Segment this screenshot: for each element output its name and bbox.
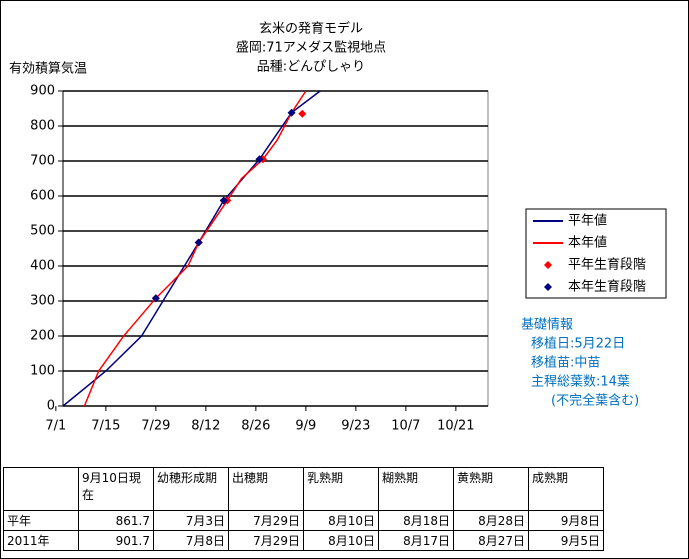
chart-title: 盛岡:71アメダス監視地点 bbox=[236, 40, 386, 56]
table-row: 9月10日現在 幼穂形成期 出穂期 乳熟期 糊熟期 黄熟期 成熟期 bbox=[3, 467, 604, 511]
table-cell: 8月18日 bbox=[378, 510, 454, 531]
table-cell: 8月28日 bbox=[453, 510, 529, 531]
y-tick-label: 400 bbox=[30, 259, 55, 274]
table-cell: 成熟期 bbox=[528, 467, 604, 511]
marker bbox=[255, 155, 264, 164]
legend-label: 本年生育段階 bbox=[568, 279, 646, 295]
table-cell: 7月29日 bbox=[228, 510, 304, 531]
x-tick-label: 9/9 bbox=[295, 419, 316, 434]
y-tick-label: 200 bbox=[30, 329, 55, 344]
table-row: 平年 861.7 7月3日 7月29日 8月10日 8月18日 8月28日 9月8日 bbox=[3, 510, 604, 531]
marker bbox=[287, 108, 296, 117]
annotation: 移植苗:中苗 bbox=[531, 356, 600, 371]
table-cell: 901.7 bbox=[78, 530, 154, 551]
x-tick-label: 9/23 bbox=[341, 419, 370, 434]
table-cell: 861.7 bbox=[78, 510, 154, 531]
x-tick-label: 10/7 bbox=[391, 419, 420, 434]
legend-label: 本年値 bbox=[568, 235, 607, 251]
legend-swatch bbox=[544, 283, 552, 291]
data-table: 9月10日現在 幼穂形成期 出穂期 乳熟期 糊熟期 黄熟期 成熟期 平年 861.7 7月3日 7月… bbox=[3, 467, 604, 551]
table-cell: 8月10日 bbox=[303, 530, 379, 551]
marker bbox=[298, 109, 307, 118]
table-cell: 7月3日 bbox=[153, 510, 229, 531]
plot-area bbox=[62, 90, 489, 407]
table-cell: 9月10日現在 bbox=[78, 467, 154, 511]
x-tick-label: 7/1 bbox=[45, 419, 66, 434]
legend-swatch bbox=[544, 261, 552, 269]
y-tick-label: 600 bbox=[30, 189, 55, 204]
marker bbox=[219, 196, 228, 205]
y-tick-label: 0 bbox=[47, 399, 55, 414]
table-cell: 2011年 bbox=[3, 530, 79, 551]
line bbox=[83, 90, 307, 407]
table-cell: 7月29日 bbox=[228, 530, 304, 551]
y-tick-label: 700 bbox=[30, 154, 55, 169]
table-cell: 黄熟期 bbox=[453, 467, 529, 511]
table-cell bbox=[3, 467, 79, 511]
table-cell: 9月8日 bbox=[528, 510, 604, 531]
table-cell: 出穂期 bbox=[228, 467, 304, 511]
marker bbox=[194, 238, 203, 247]
x-tick-label: 7/29 bbox=[141, 419, 170, 434]
y-tick-label: 100 bbox=[30, 364, 55, 379]
table-cell: 幼穂形成期 bbox=[153, 467, 229, 511]
table-cell: 8月10日 bbox=[303, 510, 379, 531]
table-cell: 糊熟期 bbox=[378, 467, 454, 511]
table-cell: 乳熟期 bbox=[303, 467, 379, 511]
y-tick-label: 500 bbox=[30, 224, 55, 239]
annotation: (不完全葉含む) bbox=[551, 393, 639, 409]
table-cell: 7月8日 bbox=[153, 530, 229, 551]
table-cell: 平年 bbox=[3, 510, 79, 531]
chart-title: 品種:どんぴしゃり bbox=[257, 59, 365, 75]
annotation: 基礎情報 bbox=[521, 318, 573, 333]
y-tick-label: 900 bbox=[30, 84, 55, 99]
legend-label: 平年値 bbox=[568, 213, 607, 229]
legend bbox=[525, 208, 667, 299]
table-cell: 8月27日 bbox=[453, 530, 529, 551]
chart-title: 玄米の発育モデル bbox=[259, 21, 363, 37]
annotation: 移植日:5月22日 bbox=[531, 337, 625, 352]
legend-label: 平年生育段階 bbox=[568, 257, 646, 273]
y-tick-label: 300 bbox=[30, 294, 55, 309]
marker bbox=[151, 294, 160, 303]
x-tick-label: 8/26 bbox=[241, 419, 270, 434]
annotation: 主稈総葉数:14葉 bbox=[531, 375, 630, 390]
y-axis-label: 有効積算気温 bbox=[9, 61, 87, 77]
table-cell: 8月17日 bbox=[378, 530, 454, 551]
x-tick-label: 10/21 bbox=[437, 419, 474, 434]
y-tick-label: 800 bbox=[30, 119, 55, 134]
table-cell: 9月5日 bbox=[528, 530, 604, 551]
table-row: 2011年 901.7 7月8日 7月29日 8月10日 8月17日 8月27日 9月5日 bbox=[3, 530, 604, 551]
x-tick-label: 7/15 bbox=[91, 419, 120, 434]
x-tick-label: 8/12 bbox=[191, 419, 220, 434]
